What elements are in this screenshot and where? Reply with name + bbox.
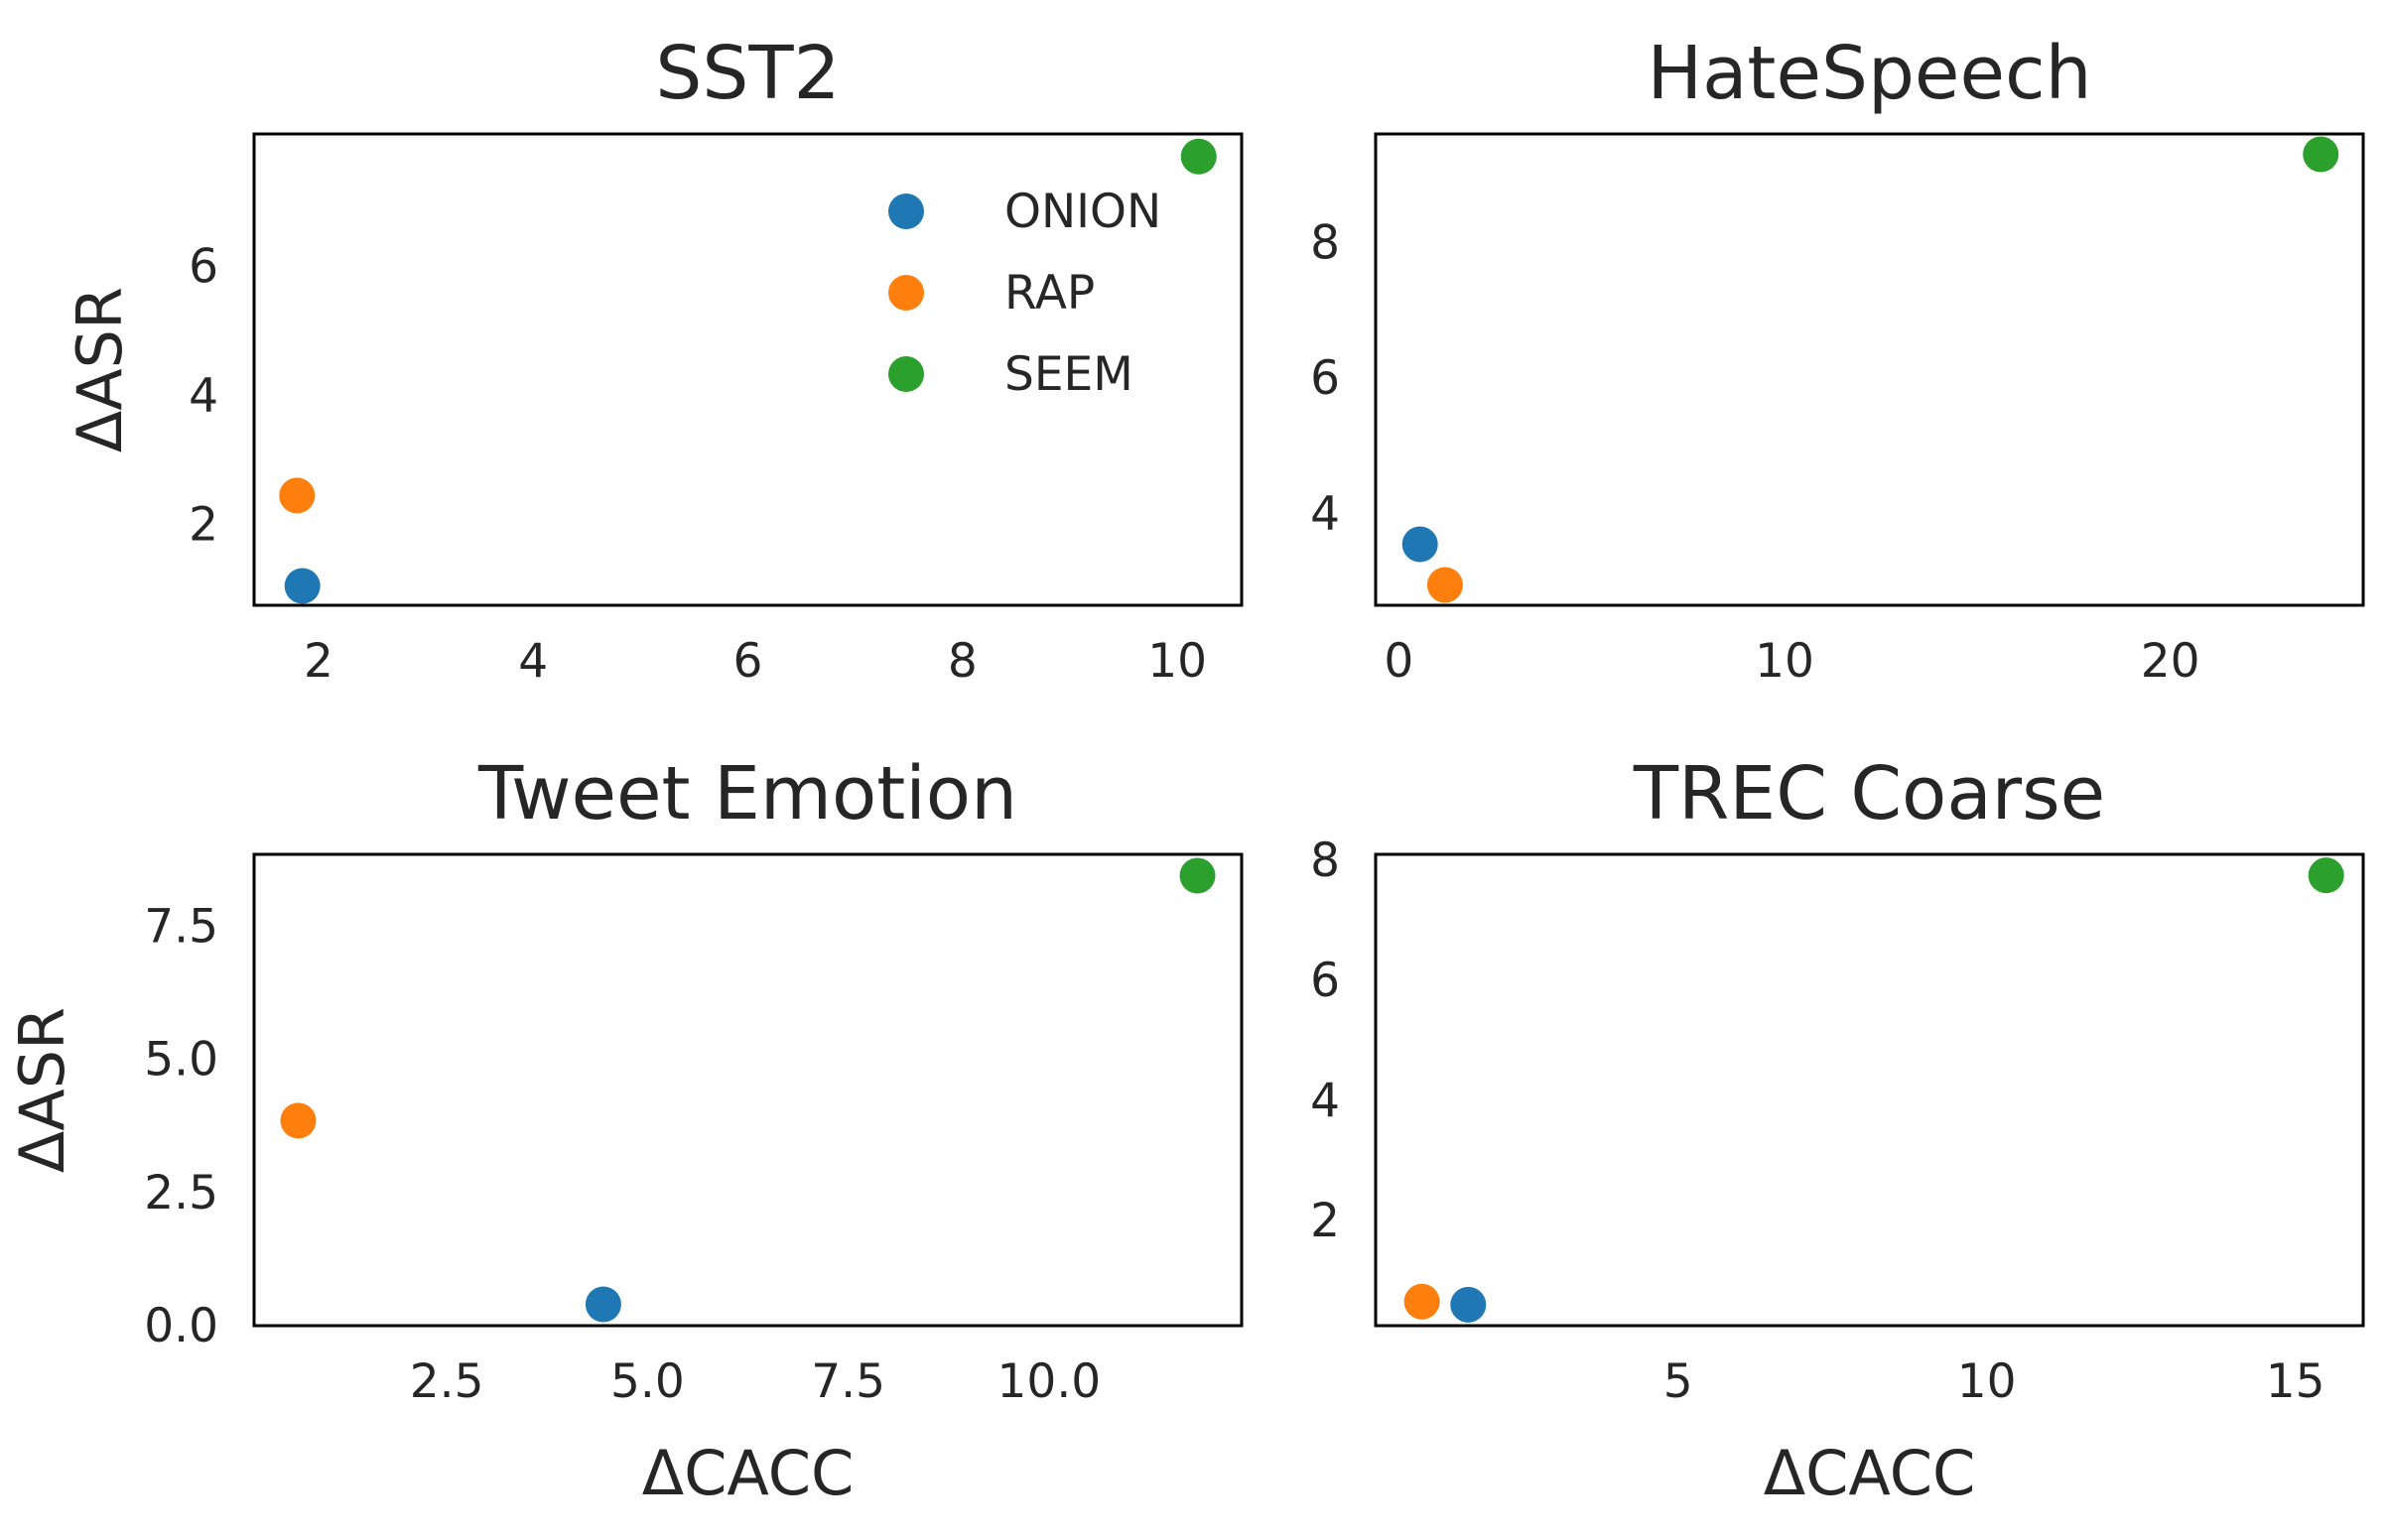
- y-tick-label: 8: [1310, 215, 1340, 270]
- y-tick-label: 6: [1310, 351, 1340, 406]
- plot-frame: [1374, 852, 2365, 1328]
- y-tick-label: 0.0: [144, 1299, 218, 1353]
- x-tick-label: 10: [1957, 1354, 2017, 1409]
- x-tick-label: 20: [2141, 634, 2200, 689]
- chart-title: HateSpeech: [1647, 31, 2091, 116]
- point-rap: [279, 477, 316, 514]
- x-axis-label: ΔCACC: [642, 1437, 855, 1509]
- y-tick-label: 6: [189, 239, 218, 294]
- x-axis-label: ΔCACC: [1764, 1437, 1976, 1509]
- panel-trec-coarse: TREC Coarse 5 10 15 2 4 6 8 ΔCACC: [1310, 751, 2365, 1509]
- point-onion: [1401, 526, 1438, 563]
- x-tick-label: 5: [1663, 1354, 1693, 1409]
- plot-frame: [252, 852, 1244, 1328]
- x-tick-label: 2.5: [410, 1354, 484, 1409]
- x-tick-label: 10: [1755, 634, 1814, 689]
- x-tick-label: 8: [948, 634, 978, 689]
- y-tick-label: 4: [1310, 487, 1340, 542]
- panel-hatespeech: HateSpeech 0 10 20 4 6 8: [1310, 31, 2365, 689]
- x-tick-label: 6: [733, 634, 763, 689]
- panel-tweet-emotion: Tweet Emotion 2.5 5.0 7.5 10.0 0.0 2.5 5.0 7.5 ΔA…: [6, 751, 1244, 1509]
- legend: ONION RAP SEEM: [888, 185, 1161, 402]
- legend-label-rap: RAP: [1004, 266, 1095, 321]
- y-tick-label: 7.5: [144, 899, 218, 954]
- legend-marker-rap: [888, 275, 924, 311]
- legend-label-onion: ONION: [1004, 185, 1161, 239]
- y-tick-label: 2.5: [144, 1166, 218, 1220]
- point-seem: [1179, 857, 1216, 894]
- x-tick-label: 10.0: [997, 1354, 1102, 1409]
- y-axis-label: ΔASR: [6, 1007, 78, 1173]
- point-rap: [1426, 567, 1463, 603]
- y-tick-label: 6: [1310, 954, 1340, 1008]
- legend-marker-onion: [888, 193, 924, 229]
- x-tick-label: 15: [2266, 1354, 2325, 1409]
- panel-sst2: SST2 2 4 6 8 10 2 4 6 ΔASR ONION RAP SEEM: [64, 31, 1244, 689]
- plot-frame: [1374, 132, 2365, 607]
- point-seem: [1180, 138, 1217, 175]
- point-onion: [1450, 1286, 1487, 1323]
- point-rap: [1403, 1283, 1440, 1320]
- x-tick-label: 5.0: [610, 1354, 685, 1409]
- x-tick-label: 10: [1147, 634, 1207, 689]
- x-tick-label: 2: [304, 634, 333, 689]
- x-tick-label: 7.5: [811, 1354, 885, 1409]
- point-onion: [585, 1286, 621, 1323]
- y-tick-label: 2: [189, 498, 218, 553]
- y-axis-label: ΔASR: [64, 287, 136, 452]
- x-tick-label: 4: [518, 634, 548, 689]
- chart-title: TREC Coarse: [1633, 751, 2105, 836]
- point-seem: [2308, 857, 2344, 894]
- legend-label-seem: SEEM: [1004, 347, 1133, 402]
- y-tick-label: 5.0: [144, 1033, 218, 1088]
- y-tick-label: 2: [1310, 1194, 1340, 1248]
- x-tick-label: 0: [1384, 634, 1413, 689]
- chart-title: SST2: [655, 31, 840, 116]
- y-tick-label: 8: [1310, 834, 1340, 888]
- chart-title: Tweet Emotion: [477, 751, 1017, 836]
- legend-marker-seem: [888, 356, 924, 392]
- point-seem: [2303, 136, 2339, 173]
- y-tick-label: 4: [189, 369, 218, 424]
- point-rap: [280, 1102, 317, 1139]
- plot-frame: [252, 132, 1244, 607]
- point-onion: [284, 568, 321, 604]
- y-tick-label: 4: [1310, 1074, 1340, 1128]
